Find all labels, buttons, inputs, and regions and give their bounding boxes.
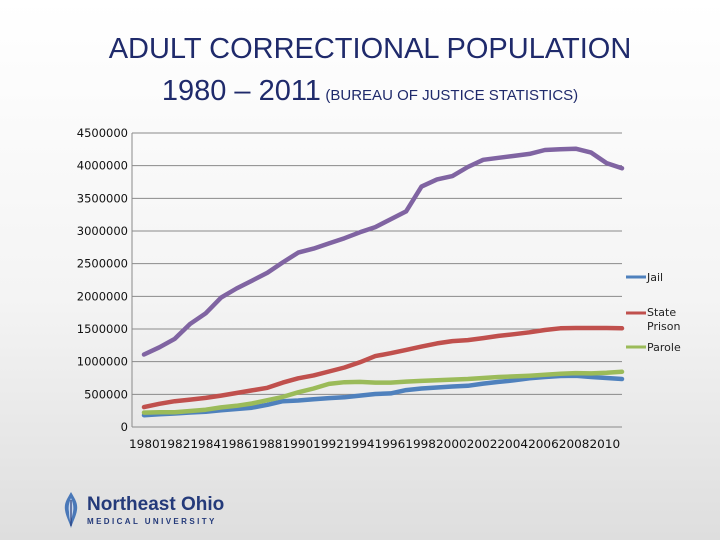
y-tick-label: 3000000 <box>77 224 128 238</box>
x-tick-label: 2006 <box>528 437 559 451</box>
logo-name: Northeast Ohio <box>87 494 225 515</box>
y-tick-label: 500000 <box>84 387 128 401</box>
series-line-jail <box>141 373 625 418</box>
x-tick-label: 1990 <box>283 437 314 451</box>
title-source: (BUREAU OF JUSTICE STATISTICS) <box>325 87 579 104</box>
x-tick-label: 1988 <box>252 437 283 451</box>
x-tick-label: 2004 <box>497 437 528 451</box>
y-tick-label: 2000000 <box>77 289 128 303</box>
series-line-state-prison <box>141 325 625 410</box>
x-tick-label: 2000 <box>436 437 467 451</box>
x-tick-label: 1992 <box>313 437 344 451</box>
y-tick-label: 1500000 <box>77 322 128 336</box>
series-line-unlabeled <box>141 146 625 357</box>
y-tick-label: 3500000 <box>77 191 128 205</box>
legend-label: Parole <box>647 341 681 354</box>
y-tick-label: 4500000 <box>77 126 128 140</box>
legend-label: Jail <box>646 271 663 284</box>
x-tick-label: 1980 <box>129 437 160 451</box>
y-tick-label: 1000000 <box>77 355 128 369</box>
series-line-parole <box>141 369 625 415</box>
logo-subtitle: MEDICAL UNIVERSITY <box>87 517 217 526</box>
x-tick-label: 1996 <box>375 437 406 451</box>
title-line-2: 1980 – 2011 <box>161 75 321 107</box>
x-tick-label: 2008 <box>559 437 590 451</box>
x-tick-label: 1994 <box>344 437 375 451</box>
y-tick-label: 2500000 <box>77 257 128 271</box>
x-tick-label: 1982 <box>160 437 191 451</box>
x-tick-label: 2010 <box>590 437 621 451</box>
x-tick-label: 1986 <box>221 437 252 451</box>
y-tick-label: 4000000 <box>77 159 128 173</box>
x-tick-label: 2002 <box>467 437 498 451</box>
title-line-1: ADULT CORRECTIONAL POPULATION <box>108 33 632 65</box>
x-tick-label: 1998 <box>405 437 436 451</box>
flame-logo-icon <box>64 492 78 528</box>
x-tick-label: 1984 <box>190 437 221 451</box>
y-tick-label: 0 <box>121 420 128 434</box>
chart-title: ADULT CORRECTIONAL POPULATION 1980 – 201… <box>0 28 720 117</box>
legend-label: State Prison <box>647 306 680 333</box>
